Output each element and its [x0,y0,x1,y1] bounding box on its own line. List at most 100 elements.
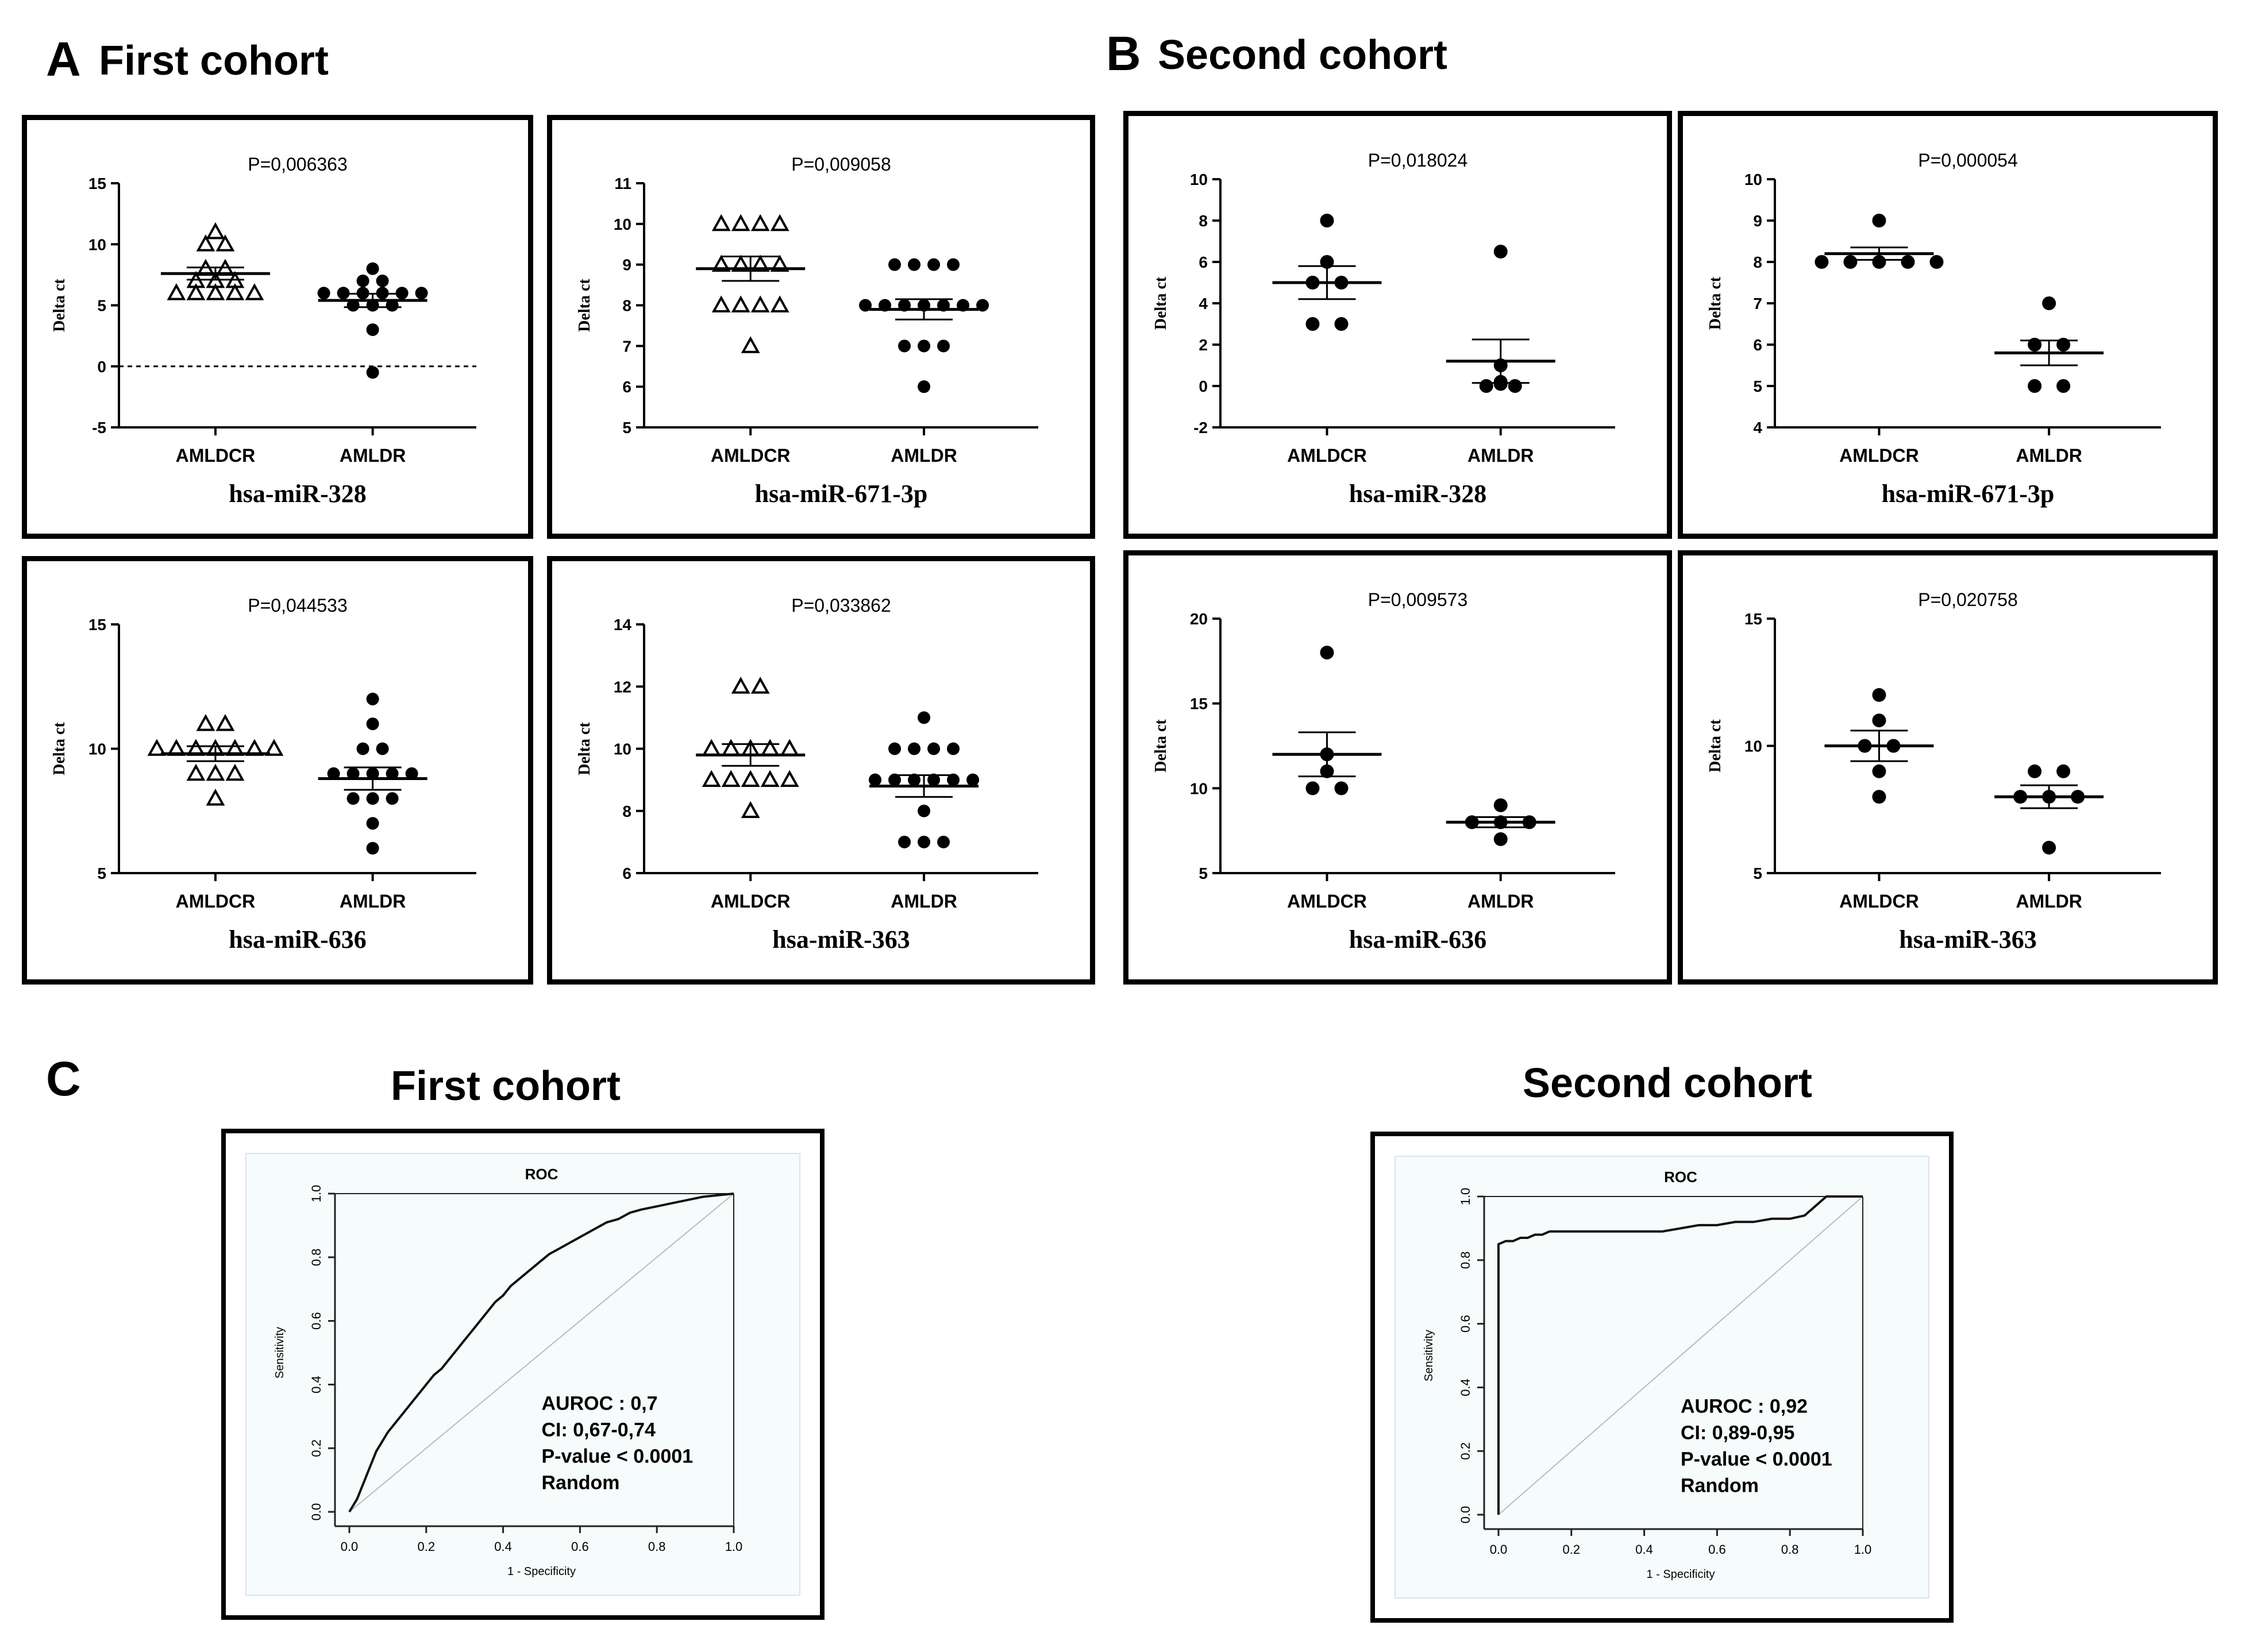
y-axis-label: Delta ct [51,279,68,332]
p-value-label: P=0,018024 [1368,150,1468,171]
amldcr-point [711,214,731,231]
y-axis-label: Delta ct [1706,719,1724,773]
p-value-label: P=0,009573 [1368,589,1468,610]
amldr-point [366,366,379,379]
amldr-point [1493,377,1508,391]
amldcr-point [780,739,799,756]
chart-b2-svg: P=0,000054 4 5 6 7 8 9 10 Delta ct AMLDCR AMLDR hsa… [1706,150,2161,508]
amldr-point [888,773,902,786]
amldcr-point [1320,646,1334,660]
y-tick-label: 0 [1199,377,1208,395]
y-tick-label: 15 [1744,610,1762,628]
amldcr-point [731,214,750,231]
x-tick-label: 0.2 [1563,1542,1581,1557]
amldr-point [937,339,950,353]
x-group-label: AMLDCR [1287,445,1367,466]
y-tick-label: 8 [622,297,631,315]
y-axis-label: Delta ct [1706,276,1724,330]
y-axis-label: Delta ct [51,722,68,775]
y-axis-label: Delta ct [576,722,594,775]
amldcr-point [1305,317,1320,331]
amldr-point [366,323,379,336]
amldr-point [2056,379,2071,393]
amldr-point [947,742,960,755]
y-tick-label: 5 [1199,864,1208,882]
y-tick-label: 1.0 [309,1185,323,1203]
amldr-point [356,275,369,287]
amldcr-point [1872,688,1886,702]
gene-label: hsa-miR-636 [229,925,367,954]
amldcr-point [1901,255,1915,269]
chart-b1-svg: P=0,018024 -2 0 2 4 6 8 10 Delta ct AMLDCR AMLDR hs… [1152,150,1615,508]
y-tick-label: 0.0 [309,1503,323,1521]
y-tick-label: 10 [614,215,631,233]
x-group-label: AMLDCR [1287,891,1367,912]
x-group-label: AMLDR [1467,891,1534,912]
y-tick-label: 0.4 [309,1376,323,1394]
chart-a2-svg: P=0,009058 5 6 7 8 9 10 11 Delta ct AMLDCR AMLDR hs… [576,154,1038,508]
amldr-point [2028,379,2042,393]
gene-label: hsa-miR-363 [1899,925,2037,954]
chart-a1-first-cohort-mir-328: P=0,006363 -5 0 5 10 15 Delta ct AMLDCR AMLDR hsa… [22,115,533,539]
p-value-label: P=0,020758 [1918,589,2018,610]
panel-b-letter: B [1106,26,1141,80]
y-tick-label: 10 [1190,779,1208,797]
amldr-point [346,299,360,312]
amldr-point [1479,379,1493,393]
x-tick-label: 0.4 [494,1539,512,1554]
amldr-point [927,773,941,786]
amldr-point [918,339,931,353]
amldcr-point [147,739,167,756]
amldr-point [386,792,399,805]
y-tick-label: 0.2 [1458,1442,1473,1460]
amldcr-point [215,234,235,252]
amldr-point [908,773,921,786]
amldcr-point [206,283,225,300]
x-tick-label: 1.0 [1854,1542,1872,1557]
amldr-point [947,773,960,786]
y-tick-label: 10 [88,236,106,253]
y-axis-label: Sensitivity [1423,1330,1435,1381]
amldcr-point [750,214,770,231]
y-tick-label: 6 [1199,253,1208,271]
chart-c2-roc-second-cohort: ROC 0.0 0.0 0.2 0.2 0.4 0.4 0.6 0.6 0.8 0.8 1.0 1.0 1… [1370,1132,1954,1623]
y-tick-label: 9 [622,256,631,274]
amldcr-point [167,283,186,300]
amldr-point [976,299,989,312]
amldr-point [888,258,902,271]
gene-label: hsa-miR-363 [772,925,910,954]
x-tick-label: 0.8 [648,1539,666,1554]
amldr-point [2028,764,2042,778]
y-tick-label: 11 [614,175,631,192]
y-tick-label: 10 [1190,171,1208,188]
amldr-point [327,767,340,780]
p-value-label: P=0,009058 [791,154,891,175]
panel-c-letter: C [46,1052,81,1106]
amldcr-point [196,234,215,252]
x-tick-label: 0.0 [341,1539,359,1554]
y-tick-label: 1.0 [1458,1188,1473,1206]
x-tick-label: 0.0 [1490,1542,1508,1557]
amldcr-point [264,739,284,756]
amldcr-point [731,677,750,694]
x-tick-label: 0.6 [571,1539,589,1554]
gene-label: hsa-miR-671-3p [755,480,928,508]
y-axis-label: Sensitivity [273,1327,286,1379]
y-tick-label: 6 [622,864,631,882]
x-group-label: AMLDCR [176,891,256,912]
x-group-label: AMLDR [891,445,957,466]
amldcr-point [1334,781,1349,796]
amldr-point [908,258,921,271]
gene-label: hsa-miR-328 [229,480,367,508]
amldr-point [386,299,399,312]
roc-plot-background [1394,1156,1929,1599]
roc-annotation-line: CI: 0,89-0,95 [1681,1422,1794,1444]
y-tick-label: 0.4 [1458,1379,1473,1396]
panel-c-second-title: Second cohort [1523,1060,1813,1106]
amldcr-point [1872,764,1886,778]
amldr-point [2056,764,2071,778]
amldcr-point [1305,781,1320,796]
p-value-label: P=0,033862 [791,595,891,616]
amldcr-point [760,770,780,788]
x-tick-label: 0.8 [1781,1542,1799,1557]
